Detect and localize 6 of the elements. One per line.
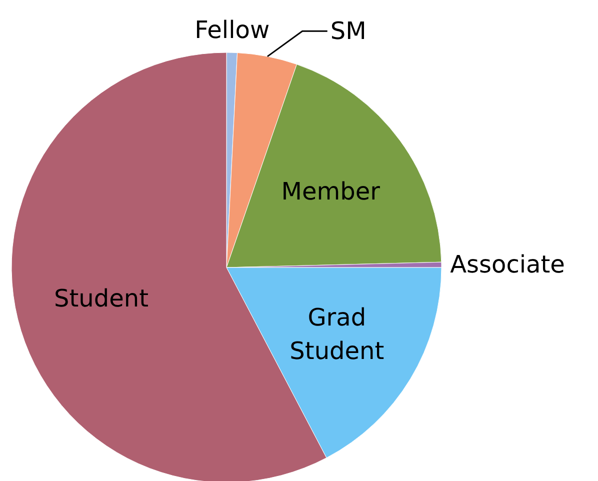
slice-label: Member [281,177,380,206]
slice-label: Associate [450,250,565,279]
slice-label: Student [54,284,148,312]
slice-label: Grad Student [290,303,384,366]
slice-label: Fellow [194,16,270,44]
slice-label: SM [330,17,366,46]
